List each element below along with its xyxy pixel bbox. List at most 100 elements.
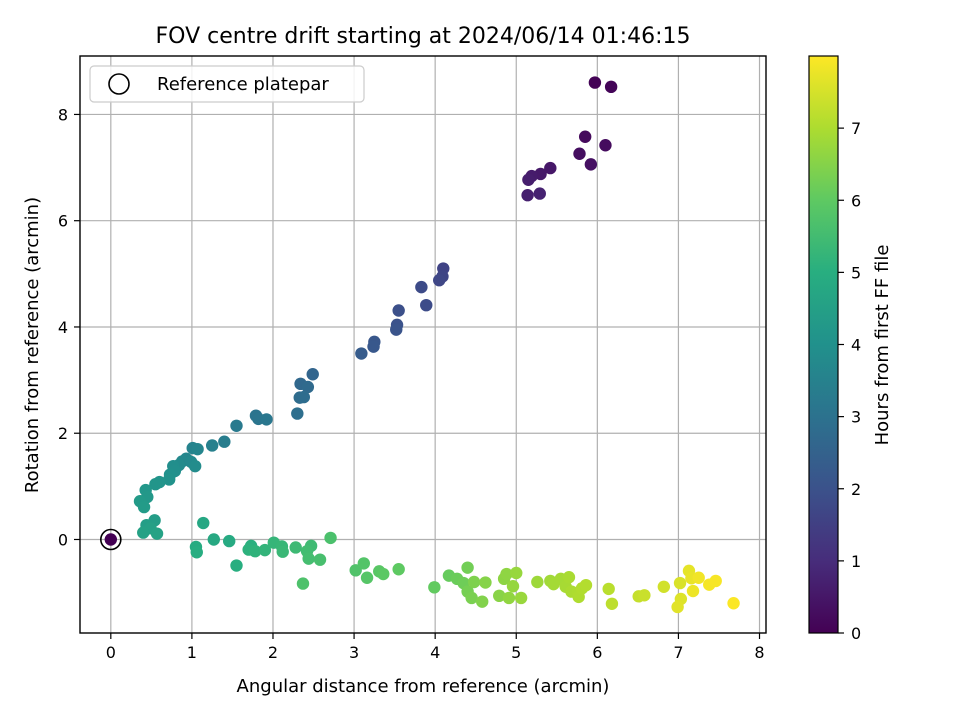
scatter-point (475, 595, 489, 608)
scatter-point (604, 80, 618, 94)
scatter-point (137, 526, 150, 539)
legend-marker (108, 73, 130, 95)
scatter-point (602, 582, 615, 596)
colorbar-tick-label: 1 (851, 552, 861, 571)
scatter-point (461, 561, 474, 574)
scatter-point (500, 567, 513, 581)
plot-frame (79, 55, 767, 634)
scatter-point (514, 591, 528, 605)
scatter-point (531, 575, 544, 589)
chart-title: FOV centre drift starting at 2024/06/14 … (156, 24, 691, 49)
grid-lines (80, 56, 766, 633)
scatter-point (588, 76, 602, 89)
scatter-point (522, 173, 535, 186)
scatter-point (579, 578, 593, 592)
x-tick-label: 8 (754, 643, 764, 662)
scatter-point (578, 130, 592, 143)
scatter-point (390, 323, 403, 336)
scatter-point (297, 390, 311, 404)
scatter-point (506, 580, 520, 593)
scatter-point (573, 147, 586, 160)
colorbar-tick-label: 7 (851, 119, 861, 138)
scatter-point (248, 544, 262, 558)
x-tick-label: 0 (106, 643, 116, 662)
scatter-point (276, 545, 289, 558)
scatter-point (433, 274, 446, 287)
scatter-point (467, 575, 481, 589)
y-tick-label: 8 (58, 105, 68, 124)
colorbar-tick-label: 2 (851, 480, 861, 499)
scatter-point (377, 567, 390, 581)
x-tick-label: 1 (187, 643, 197, 662)
y-tick-label: 0 (58, 530, 68, 549)
x-tick-label: 6 (592, 643, 602, 662)
colorbar: 0 1 2 3 4 5 6 7 Hours from first FF file (808, 55, 893, 643)
colorbar-label: Hours from first FF file (872, 245, 893, 446)
colorbar-tick-label: 0 (851, 624, 861, 643)
scatter-point (428, 581, 441, 594)
scatter-point (562, 571, 576, 584)
reference-marker (100, 528, 122, 551)
scatter-point (313, 553, 327, 566)
scatter-point (657, 580, 671, 593)
scatter-point (465, 591, 478, 605)
legend-label: Reference platepar (157, 74, 329, 95)
y-tick-label: 4 (58, 318, 68, 337)
scatter-point (191, 442, 204, 456)
data-points (100, 76, 740, 614)
y-axis-label: Rotation from reference (arcmin) (22, 197, 43, 493)
y-tick-label: 2 (58, 424, 68, 443)
x-tick-label: 3 (349, 643, 359, 662)
scatter-point (357, 557, 371, 570)
scatter-point (306, 368, 319, 381)
scatter-point (420, 298, 433, 312)
scatter-point (638, 589, 651, 602)
scatter-point (218, 435, 231, 448)
x-tick-label: 4 (430, 643, 440, 662)
scatter-point (301, 380, 315, 394)
scatter-point (392, 304, 405, 317)
scatter-point (137, 500, 151, 514)
scatter-point (355, 347, 368, 360)
scatter-point (544, 161, 557, 175)
scatter-point (188, 459, 202, 473)
scatter-point (291, 407, 304, 420)
scatter-point (533, 187, 546, 200)
scatter-point (197, 516, 210, 530)
scatter-point (510, 566, 523, 580)
x-tick-label: 5 (511, 643, 521, 662)
colorbar-tick-label: 6 (851, 191, 861, 210)
scatter-point (349, 564, 362, 577)
scatter-point (207, 533, 220, 546)
scatter-point (230, 419, 243, 432)
scatter-point (673, 576, 687, 590)
scatter-point (104, 533, 118, 546)
scatter-point (599, 139, 612, 152)
scatter-point (727, 597, 740, 610)
scatter-point (502, 591, 516, 605)
scatter-point (230, 559, 243, 572)
scatter-point (162, 473, 176, 486)
scatter-point (302, 552, 315, 565)
colorbar-tick-label: 5 (851, 263, 861, 282)
scatter-point (190, 546, 203, 559)
scatter-point (692, 571, 705, 584)
scatter-point (296, 577, 310, 590)
scatter-point (360, 571, 374, 584)
scatter-point (149, 478, 162, 491)
scatter-point (521, 189, 534, 202)
x-axis-label: Angular distance from reference (arcmin) (237, 676, 610, 697)
y-tick-label: 6 (58, 212, 68, 231)
scatter-point (223, 534, 236, 548)
colorbar-gradient (808, 55, 839, 634)
legend: Reference platepar (89, 65, 365, 103)
x-tick-label: 2 (268, 643, 278, 662)
scatter-point (415, 280, 428, 294)
scatter-point (686, 584, 700, 598)
scatter-point (260, 413, 273, 426)
colorbar-tick-label: 3 (851, 408, 861, 427)
scatter-point (479, 576, 492, 589)
scatter-point (205, 439, 219, 452)
scatter-point (367, 340, 380, 353)
